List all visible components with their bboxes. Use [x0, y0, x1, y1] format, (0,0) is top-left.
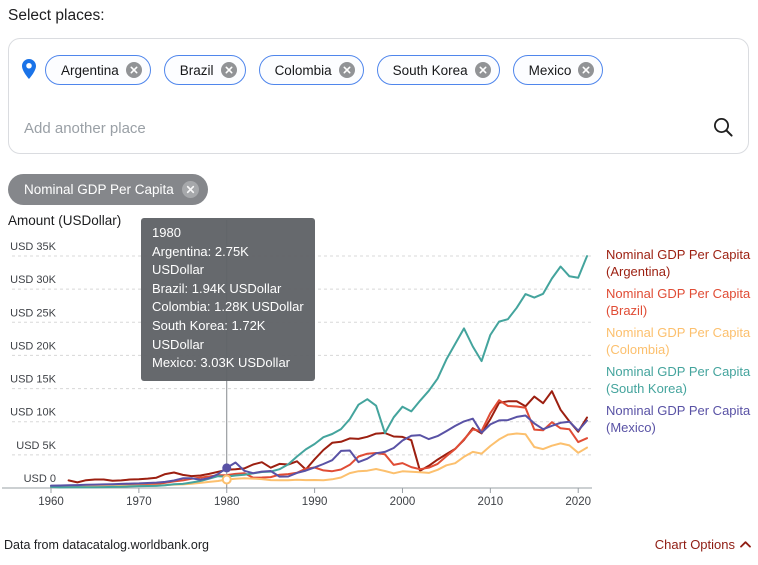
place-chip: Mexico [512, 55, 604, 85]
topic-chip: Nominal GDP Per Capita [8, 174, 208, 205]
series-line [67, 390, 588, 484]
x-tick-label: 1980 [214, 496, 240, 508]
chart-hover-tooltip: 1980 Argentina: 2.75K USDollar Brazil: 1… [141, 218, 315, 381]
chart-legend: Nominal GDP Per Capita (Argentina) Nomin… [606, 246, 756, 441]
tooltip-row: South Korea: 1.72K USDollar [152, 317, 266, 352]
legend-item: Nominal GDP Per Capita (Argentina) [606, 247, 751, 279]
place-chip: Argentina [45, 55, 151, 85]
chart-options-button[interactable]: Chart Options [655, 537, 751, 552]
remove-place-icon[interactable] [578, 62, 595, 78]
remove-place-icon[interactable] [220, 62, 237, 78]
x-tick-label: 2010 [478, 496, 504, 508]
tooltip-row: Mexico: 3.03K USDollar [152, 355, 290, 371]
x-tick-label: 2020 [565, 496, 591, 508]
series-line [50, 255, 588, 489]
tooltip-row: Argentina: 2.75K USDollar [152, 243, 249, 278]
y-tick-label: USD 0 [24, 473, 56, 485]
series-lines [50, 255, 588, 489]
page-title: Select places: [8, 7, 105, 24]
place-chip-label: South Korea [392, 62, 468, 78]
remove-place-icon[interactable] [474, 62, 491, 78]
place-chip: Colombia [258, 55, 364, 85]
remove-place-icon[interactable] [338, 62, 355, 78]
search-icon[interactable] [712, 116, 734, 138]
remove-topic-icon[interactable] [181, 181, 199, 198]
chart-options-label: Chart Options [654, 537, 735, 552]
y-tick-label: USD 15K [10, 374, 57, 386]
series-line [50, 414, 588, 487]
add-place-input[interactable] [22, 113, 696, 143]
place-chip-label: Mexico [528, 62, 572, 78]
tooltip-rows: Argentina: 2.75K USDollar Brazil: 1.94K … [152, 243, 304, 373]
y-tick-label: USD 20K [10, 340, 57, 352]
x-axis: 1960 1970 1980 1990 2000 2010 2020 [38, 488, 591, 508]
series-line [50, 399, 588, 488]
hover-point [222, 463, 232, 473]
place-chip: South Korea [376, 55, 500, 85]
place-selector-box: Argentina Brazil Colombia [8, 38, 749, 154]
x-tick-label: 1990 [302, 496, 328, 508]
x-tick-label: 1960 [38, 496, 64, 508]
tooltip-row: Brazil: 1.94K USDollar [152, 280, 282, 296]
legend-item: Nominal GDP Per Capita (South Korea) [606, 364, 751, 396]
place-chip: Brazil [163, 55, 246, 85]
y-axis-title: Amount (USDollar) [8, 213, 122, 228]
place-chip-label: Argentina [61, 62, 119, 78]
y-tick-label: USD 10K [10, 407, 57, 419]
location-pin-icon [22, 59, 36, 79]
topic-chip-label: Nominal GDP Per Capita [24, 182, 174, 197]
remove-place-icon[interactable] [125, 62, 142, 78]
legend-item: Nominal GDP Per Capita (Colombia) [606, 325, 751, 357]
place-chip-label: Colombia [274, 62, 332, 78]
data-source-text: Data from datacatalog.worldbank.org [4, 538, 209, 552]
tooltip-row: Colombia: 1.28K USDollar [152, 299, 304, 315]
x-tick-label: 1970 [126, 496, 152, 508]
place-chip-label: Brazil [179, 62, 214, 78]
hover-point [221, 474, 232, 485]
y-tick-label: USD 5K [16, 440, 56, 452]
y-tick-label: USD 30K [10, 274, 57, 286]
x-tick-label: 2000 [390, 496, 416, 508]
selected-places-list: Argentina Brazil Colombia [45, 55, 604, 85]
legend-item: Nominal GDP Per Capita (Brazil) [606, 286, 751, 318]
y-tick-label: USD 35K [10, 241, 57, 253]
tooltip-year: 1980 [152, 225, 181, 240]
chevron-up-icon [740, 541, 751, 548]
legend-item: Nominal GDP Per Capita (Mexico) [606, 403, 751, 435]
y-tick-label: USD 25K [10, 307, 57, 319]
